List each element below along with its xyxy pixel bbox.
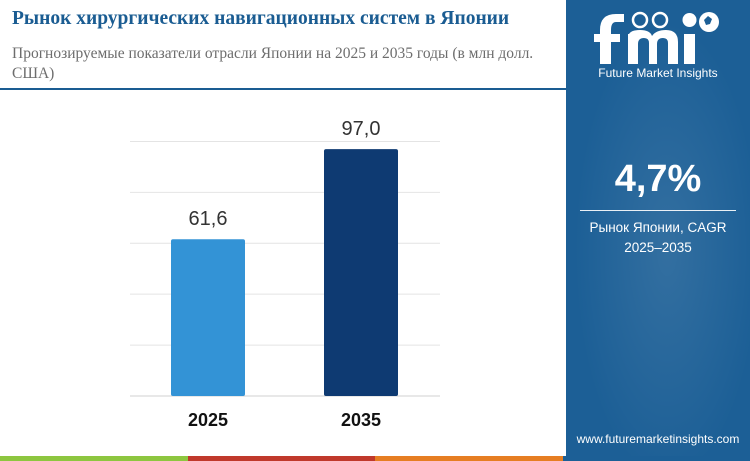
stripe-segment (562, 456, 750, 461)
x-tick-label-2035: 2035 (341, 410, 381, 430)
data-label-2025: 61,6 (189, 208, 228, 230)
stripe-segment (187, 456, 375, 461)
stripe-segment (375, 456, 563, 461)
data-label-2035: 97,0 (342, 118, 381, 140)
cagr-divider (580, 210, 736, 211)
x-tick-label-2025: 2025 (188, 410, 228, 430)
page-subtitle: Прогнозируемые показатели отрасли Японии… (12, 45, 534, 82)
sidebar: Future Market Insights 4,7% Рынок Японии… (566, 0, 750, 456)
bar-2035 (324, 149, 398, 396)
fmi-logo-icon (594, 11, 719, 64)
bar-chart: 61,6 2025 97,0 2035 (130, 118, 440, 430)
cagr-label: Рынок Японии, CAGR 2025–2035 (566, 218, 750, 258)
page-title: Рынок хирургических навигационных систем… (12, 8, 510, 29)
sidebar-glow (566, 0, 750, 456)
cagr-label-line-2: 2025–2035 (624, 240, 692, 255)
website-link[interactable]: www.futuremarketinsights.com (576, 432, 740, 446)
logo-caption: Future Market Insights (598, 66, 718, 80)
cagr-label-line-1: Рынок Японии, CAGR (589, 220, 727, 235)
header-divider (0, 88, 566, 90)
stripe-segment (0, 456, 188, 461)
bar-2025 (171, 239, 245, 396)
cagr-value: 4,7% (614, 158, 702, 200)
bottom-color-stripe (0, 456, 750, 461)
